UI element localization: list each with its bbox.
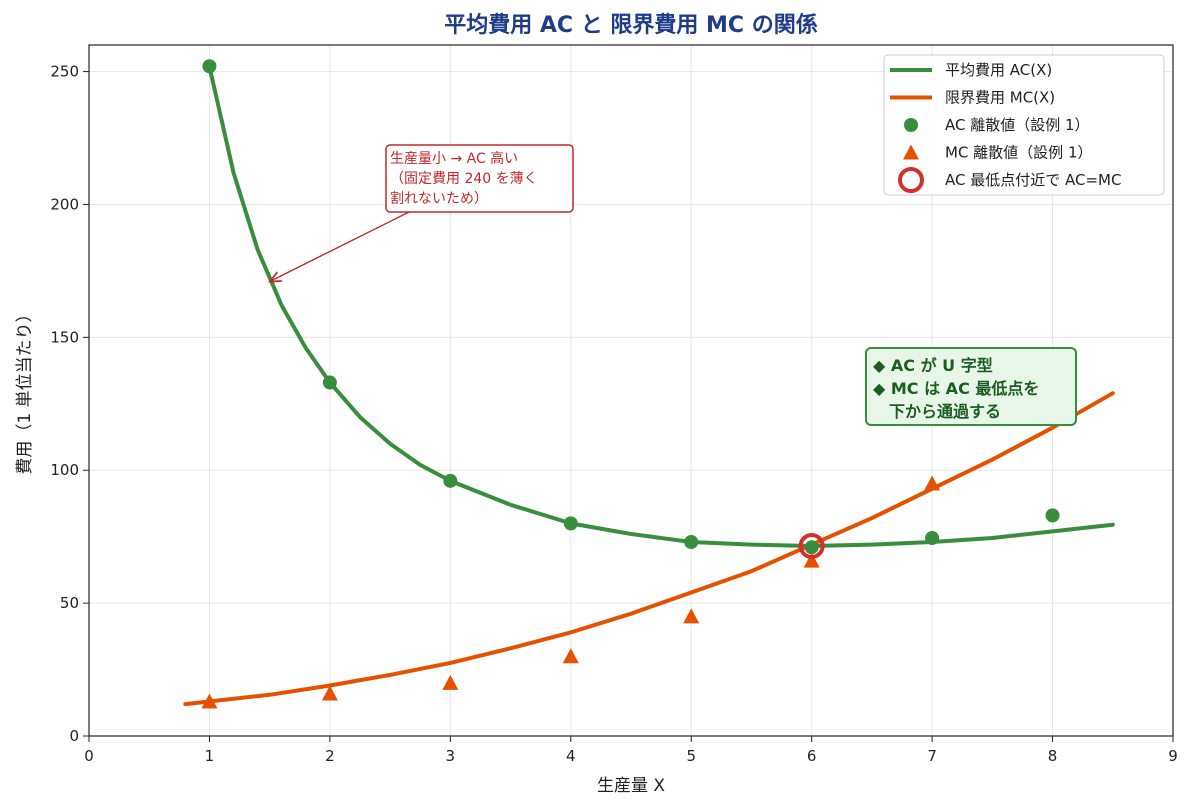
series-ac-points-marker xyxy=(925,531,940,546)
series-intersection-marker xyxy=(798,532,825,559)
x-tick-label: 9 xyxy=(1168,747,1178,765)
series-ac-points-marker xyxy=(1045,508,1060,523)
x-tick-label: 8 xyxy=(1048,747,1058,765)
series-ac-points-marker xyxy=(563,516,578,531)
series-mc-points-marker xyxy=(924,475,941,491)
x-tick-label: 3 xyxy=(446,747,456,765)
legend-swatch xyxy=(903,144,919,160)
legend-swatch xyxy=(898,167,924,193)
series-mc-points-marker xyxy=(683,608,700,624)
series-mc-points-marker xyxy=(321,685,338,701)
y-axis-label: 費用（1 単位当たり） xyxy=(15,305,35,474)
legend-label: 限界費用 MC(X) xyxy=(945,89,1055,107)
legend-label: 平均費用 AC(X) xyxy=(945,61,1052,79)
x-axis-label: 生産量 X xyxy=(597,776,665,796)
axes: 0 1 2 3 4 5 6 7 8 9 0 50 100 150 200 250 xyxy=(50,63,1177,765)
x-tick-label: 0 xyxy=(84,747,94,765)
note-line: 下から通過する xyxy=(873,402,1001,421)
x-tick-label: 1 xyxy=(205,747,215,765)
y-tick-label: 0 xyxy=(69,727,79,745)
series-mc-points-marker xyxy=(562,648,579,664)
legend-swatch xyxy=(904,118,918,132)
series-mc-points-marker xyxy=(442,674,459,690)
x-tick-label: 4 xyxy=(566,747,576,765)
series-mc-line xyxy=(183,391,1115,707)
series-mc-points-marker xyxy=(803,552,820,568)
x-tick-label: 6 xyxy=(807,747,817,765)
series-ac-points-marker xyxy=(322,375,337,390)
note-line: ◆ AC が U 字型 xyxy=(873,356,993,375)
annotation-box xyxy=(385,144,574,213)
x-tick-label: 7 xyxy=(927,747,937,765)
series-ac-line xyxy=(207,64,1115,548)
y-tick-label: 250 xyxy=(50,63,79,81)
series-ac-points-marker xyxy=(804,540,819,555)
note-box xyxy=(865,347,1077,426)
legend-box xyxy=(883,54,1165,196)
series-ac-points-marker xyxy=(443,473,458,488)
y-tick-label: 100 xyxy=(50,461,79,479)
y-tick-label: 200 xyxy=(50,195,79,213)
y-tick-label: 150 xyxy=(50,328,79,346)
note-line: ◆ MC は AC 最低点を xyxy=(873,379,1039,398)
plot-frame xyxy=(88,44,1174,737)
series-ac-points-marker xyxy=(684,534,699,549)
annotation-line: 生産量小 → AC 高い xyxy=(390,150,518,167)
series-mc-points-marker xyxy=(201,693,218,709)
legend: 平均費用 AC(X) 限界費用 MC(X) AC 離散値（設例 1） MC 離散値（設… xyxy=(883,54,1165,196)
x-tick-label: 5 xyxy=(686,747,696,765)
legend-label: AC 離散値（設例 1） xyxy=(945,116,1090,134)
legend-label: AC 最低点付近で AC=MC xyxy=(945,171,1121,189)
legend-label: MC 離散値（設例 1） xyxy=(945,144,1093,162)
series-ac-points-marker xyxy=(202,59,217,74)
y-tick-label: 50 xyxy=(60,594,79,612)
annotation-arrow xyxy=(270,211,410,282)
annotation-line: 割れないため） xyxy=(390,190,488,207)
annotation-line: （固定費用 240 を薄く xyxy=(390,171,538,187)
chart-title: 平均費用 AC と 限界費用 MC の関係 xyxy=(444,12,818,38)
x-tick-label: 2 xyxy=(325,747,335,765)
